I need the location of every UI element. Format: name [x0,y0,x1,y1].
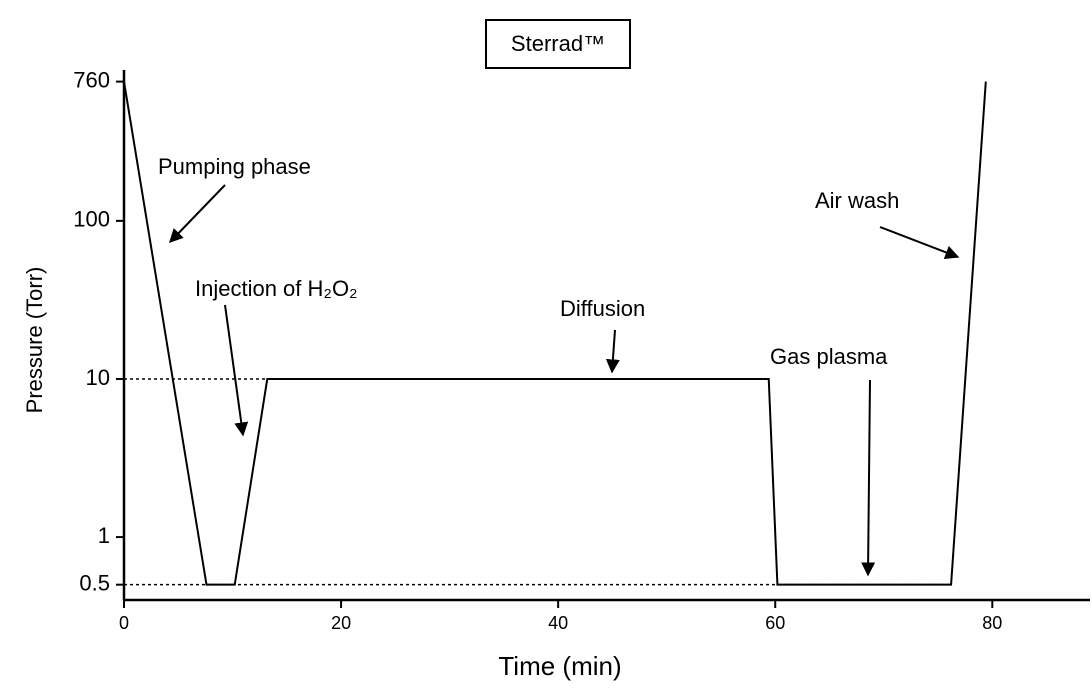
annotation: Injection of H₂O₂ [195,276,358,301]
y-tick-label: 1 [98,523,110,548]
y-tick-label: 100 [73,207,110,232]
title-box [485,19,631,69]
x-axis-label: Time (min) [498,651,621,681]
annotation-arrow [605,329,620,374]
x-tick-label: 20 [331,613,351,633]
annotation: Gas plasma [770,344,888,369]
y-tick-label: 10 [86,365,110,390]
chart-title: Sterrad™ [511,31,605,56]
annotation: Air wash [815,188,899,213]
x-tick-label: 0 [119,613,129,633]
annotation: Pumping phase [158,154,311,179]
x-tick-label: 60 [765,613,785,633]
data-line [123,81,987,586]
y-tick-label: 0.5 [79,570,110,595]
annotation-arrow [861,379,876,577]
annotation-arrow [169,184,226,244]
annotation: Diffusion [560,296,645,321]
x-tick-label: 40 [548,613,568,633]
annotation-arrow [879,226,960,260]
y-tick-label: 760 [73,67,110,92]
y-axis-label: Pressure (Torr) [22,267,47,414]
annotation-arrow [224,304,249,437]
x-tick-label: 80 [982,613,1002,633]
